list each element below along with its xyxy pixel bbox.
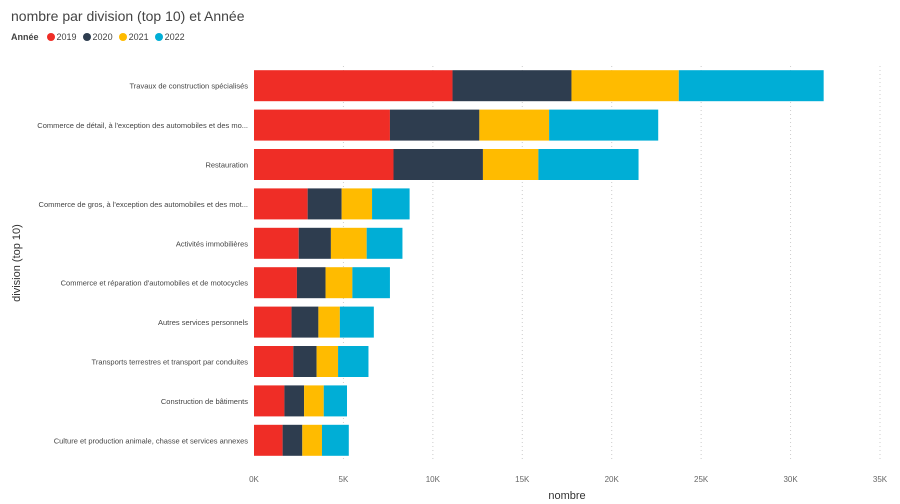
x-axis-label: nombre (548, 490, 585, 502)
bar-segment-2020[interactable] (293, 346, 317, 377)
bar-segment-2019[interactable] (254, 385, 285, 417)
x-tick-label: 25K (694, 475, 709, 484)
y-tick-label: Autres services personnels (158, 318, 248, 327)
bar-segment-2022[interactable] (323, 385, 348, 417)
bar-segment-2019[interactable] (254, 306, 292, 338)
bar-segment-2021[interactable] (482, 149, 539, 180)
bar-segment-2021[interactable] (316, 346, 339, 377)
y-axis-label: division (top 10) (11, 224, 23, 302)
bar-segment-2021[interactable] (479, 109, 550, 141)
legend-marker (46, 33, 55, 41)
legend-label: 2019 (56, 32, 77, 42)
x-tick-label: 35K (873, 475, 888, 484)
bar-segment-2019[interactable] (254, 149, 394, 180)
legend-title: Année (11, 32, 39, 42)
bar-segment-2019[interactable] (254, 109, 390, 141)
bar-segment-2021[interactable] (571, 70, 679, 102)
y-tick-label: Construction de bâtiments (161, 397, 248, 406)
y-tick-label: Travaux de construction spécialisés (129, 82, 248, 91)
bar-segment-2021[interactable] (330, 227, 367, 259)
legend-item-2020[interactable]: 2020 (82, 32, 113, 42)
bar-segment-2020[interactable] (452, 70, 572, 102)
legend-label: 2021 (128, 32, 149, 42)
bar-segment-2019[interactable] (254, 227, 299, 259)
bar-segment-2022[interactable] (366, 227, 403, 259)
bar-segment-2020[interactable] (284, 385, 305, 417)
legend-item-2021[interactable]: 2021 (118, 32, 149, 42)
y-tick-label: Commerce de détail, à l'exception des au… (37, 121, 248, 130)
bar-segment-2021[interactable] (325, 267, 353, 299)
bar-segment-2019[interactable] (254, 424, 283, 456)
bar-segment-2020[interactable] (389, 109, 480, 141)
bar-segment-2022[interactable] (678, 70, 824, 102)
bar-segment-2020[interactable] (282, 424, 303, 456)
bar-segment-2019[interactable] (254, 346, 294, 377)
x-tick-label: 30K (783, 475, 798, 484)
bar-segment-2021[interactable] (304, 385, 324, 417)
bar-segment-2020[interactable] (393, 149, 483, 180)
x-tick-label: 15K (515, 475, 530, 484)
bar-segment-2022[interactable] (549, 109, 659, 141)
legend: Année 2019 2020 2021 2022 (11, 32, 187, 42)
bar-segment-2022[interactable] (338, 346, 369, 377)
bar-segment-2019[interactable] (254, 267, 297, 299)
legend-item-2022[interactable]: 2022 (154, 32, 185, 42)
chart-title: nombre par division (top 10) et Année (11, 8, 245, 24)
x-tick-label: 20K (605, 475, 620, 484)
bar-segment-2021[interactable] (302, 424, 322, 456)
bar-segment-2022[interactable] (352, 267, 390, 299)
bar-segment-2022[interactable] (339, 306, 374, 338)
bar-segment-2020[interactable] (307, 188, 342, 220)
bar-segment-2022[interactable] (372, 188, 410, 220)
legend-marker (82, 33, 91, 41)
bar-segment-2021[interactable] (318, 306, 340, 338)
bar-segment-2020[interactable] (296, 267, 326, 299)
y-tick-label: Activités immobilières (176, 239, 248, 248)
legend-marker (154, 33, 163, 41)
y-tick-label: Culture et production animale, chasse et… (54, 436, 249, 445)
bar-segment-2020[interactable] (291, 306, 319, 338)
bar-segment-2021[interactable] (341, 188, 373, 220)
legend-label: 2020 (92, 32, 113, 42)
legend-label: 2022 (164, 32, 185, 42)
bar-segment-2019[interactable] (254, 188, 308, 220)
y-tick-label: Restauration (205, 161, 248, 170)
y-tick-label: Transports terrestres et transport par c… (92, 358, 249, 367)
bar-segment-2022[interactable] (321, 424, 349, 456)
bar-segment-2020[interactable] (298, 227, 331, 259)
legend-item-2019[interactable]: 2019 (46, 32, 77, 42)
y-tick-label: Commerce de gros, à l'exception des auto… (39, 200, 248, 209)
bar-segment-2022[interactable] (538, 149, 639, 180)
y-tick-label: Commerce et réparation d'automobiles et … (61, 279, 249, 288)
bar-segment-2019[interactable] (254, 70, 453, 102)
legend-marker (118, 33, 127, 41)
x-tick-label: 5K (339, 475, 349, 484)
x-tick-label: 10K (426, 475, 441, 484)
x-tick-label: 0K (249, 475, 259, 484)
